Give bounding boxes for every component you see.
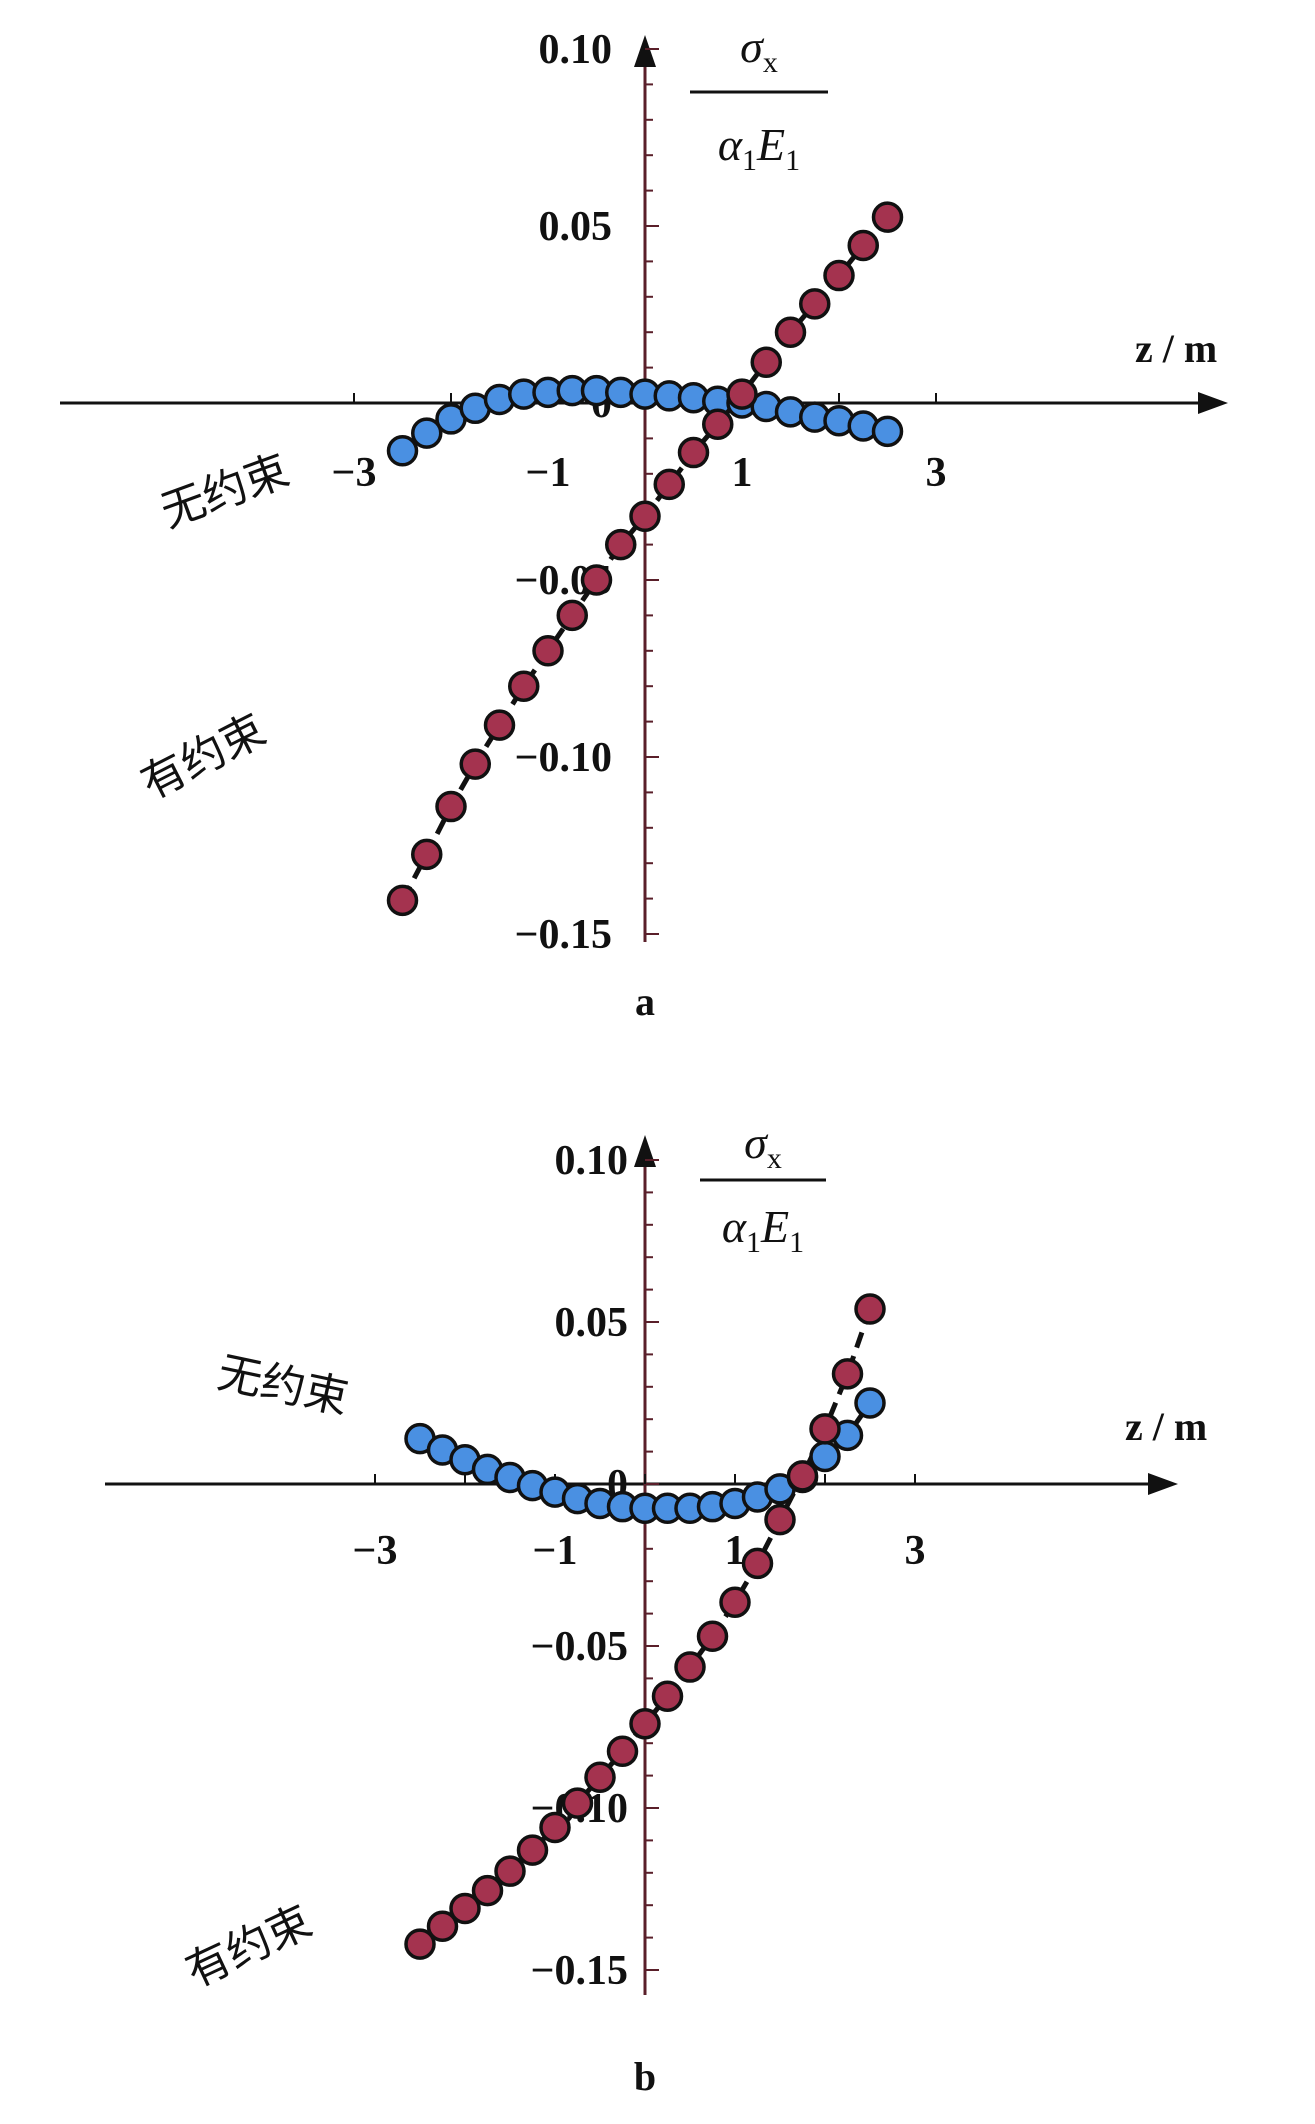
series-1-point xyxy=(799,288,831,320)
series-1-point xyxy=(750,346,782,379)
x-axis-label: z / m xyxy=(1125,1404,1207,1449)
series-1-point xyxy=(823,259,855,292)
y-tick-label: 0.10 xyxy=(539,27,613,73)
series-1-point xyxy=(516,1834,549,1866)
series-1-point xyxy=(584,1761,616,1793)
series-1-point xyxy=(435,790,467,823)
series-1-point xyxy=(449,1892,481,1925)
x-tick-label: −1 xyxy=(526,450,571,496)
series-1-point xyxy=(629,500,661,533)
x-tick-label: 1 xyxy=(732,450,753,496)
series-0-point xyxy=(809,1440,841,1473)
y-axis-label-denominator-e: E xyxy=(756,119,785,170)
y-axis-label-denominator: α1E1 xyxy=(722,1201,804,1259)
y-axis-label-numerator-sub: x xyxy=(767,1142,782,1175)
y-tick-label: −0.15 xyxy=(531,1948,628,1994)
series-1-point xyxy=(459,748,491,780)
x-tick-label: 1 xyxy=(725,1528,746,1574)
series-1-point xyxy=(556,599,588,632)
y-axis-label-denominator-sub1: 1 xyxy=(742,144,757,177)
series-1-point xyxy=(606,1735,639,1768)
y-tick-label: 0.05 xyxy=(555,1300,629,1346)
series-1-point xyxy=(561,1787,594,1819)
panel-label: b xyxy=(634,2054,656,2099)
y-tick-label: −0.05 xyxy=(531,1624,628,1670)
y-axis-label-denominator-sub2: 1 xyxy=(789,1226,804,1259)
series-label-1: 有约束 xyxy=(133,704,274,809)
series-1-point xyxy=(494,1855,526,1887)
y-tick-label: 0.05 xyxy=(539,204,613,250)
series-1-point xyxy=(483,709,516,741)
y-axis-arrow xyxy=(634,1135,656,1167)
series-1-point xyxy=(471,1874,504,1907)
series-label-1: 有约束 xyxy=(178,1896,319,1998)
series-1-point xyxy=(426,1910,459,1943)
series-1-point xyxy=(831,1358,864,1390)
x-axis-arrow xyxy=(1198,392,1228,414)
series-1-point xyxy=(653,468,685,501)
x-tick-label: 3 xyxy=(905,1528,926,1574)
y-axis-arrow xyxy=(634,35,656,67)
y-axis-label-denominator: α1E1 xyxy=(718,119,800,177)
series-1-point xyxy=(411,838,443,871)
y-axis-label-numerator: σx xyxy=(740,21,778,79)
series-1-point xyxy=(809,1413,841,1445)
series-1-point xyxy=(580,564,613,596)
series-1-point xyxy=(786,1460,819,1492)
series-label-0: 无约束 xyxy=(213,1347,353,1424)
series-1-point xyxy=(677,436,710,469)
series-1-point xyxy=(741,1547,774,1580)
y-axis-label-denominator-sub2: 1 xyxy=(785,144,800,177)
series-0-point xyxy=(854,1387,886,1419)
series-1-point xyxy=(774,316,807,348)
x-axis-arrow xyxy=(1148,1473,1178,1495)
series-0-point xyxy=(386,435,419,467)
series-1-point xyxy=(764,1503,796,1536)
series-1-point xyxy=(651,1680,684,1712)
y-tick-label: −0.15 xyxy=(515,912,612,958)
x-tick-label: −3 xyxy=(332,450,377,496)
panel-label: a xyxy=(635,979,655,1024)
series-1-point xyxy=(696,1620,729,1653)
x-tick-label: 3 xyxy=(926,450,947,496)
series-1-point xyxy=(386,884,419,917)
series-1-point xyxy=(719,1586,751,1619)
x-tick-label: −3 xyxy=(353,1528,398,1574)
y-tick-label: 0.10 xyxy=(555,1138,629,1184)
y-axis-label-denominator-e: E xyxy=(760,1201,789,1252)
y-axis-label-numerator-sub: x xyxy=(763,46,778,79)
series-label-0: 无约束 xyxy=(154,445,295,538)
series-1-point xyxy=(871,201,904,233)
series-1-point xyxy=(854,1293,886,1325)
series-1-point xyxy=(605,528,637,561)
series-1-point xyxy=(532,635,564,667)
series-1-point xyxy=(539,1811,571,1844)
y-axis-label-denominator-sub1: 1 xyxy=(746,1226,761,1259)
series-1-point xyxy=(702,408,734,440)
y-tick-label: −0.10 xyxy=(515,735,612,781)
series-0-point xyxy=(871,415,904,448)
series-1-point xyxy=(629,1708,661,1740)
x-tick-label: −1 xyxy=(533,1528,578,1574)
series-0-point xyxy=(411,417,443,449)
x-axis-label: z / m xyxy=(1135,326,1217,371)
series-1-point xyxy=(847,229,879,262)
y-axis-label-numerator: σx xyxy=(744,1117,782,1175)
series-1-point xyxy=(674,1651,706,1683)
series-1-point xyxy=(404,1928,436,1960)
series-1-point xyxy=(508,670,540,702)
series-1-point xyxy=(726,378,758,410)
